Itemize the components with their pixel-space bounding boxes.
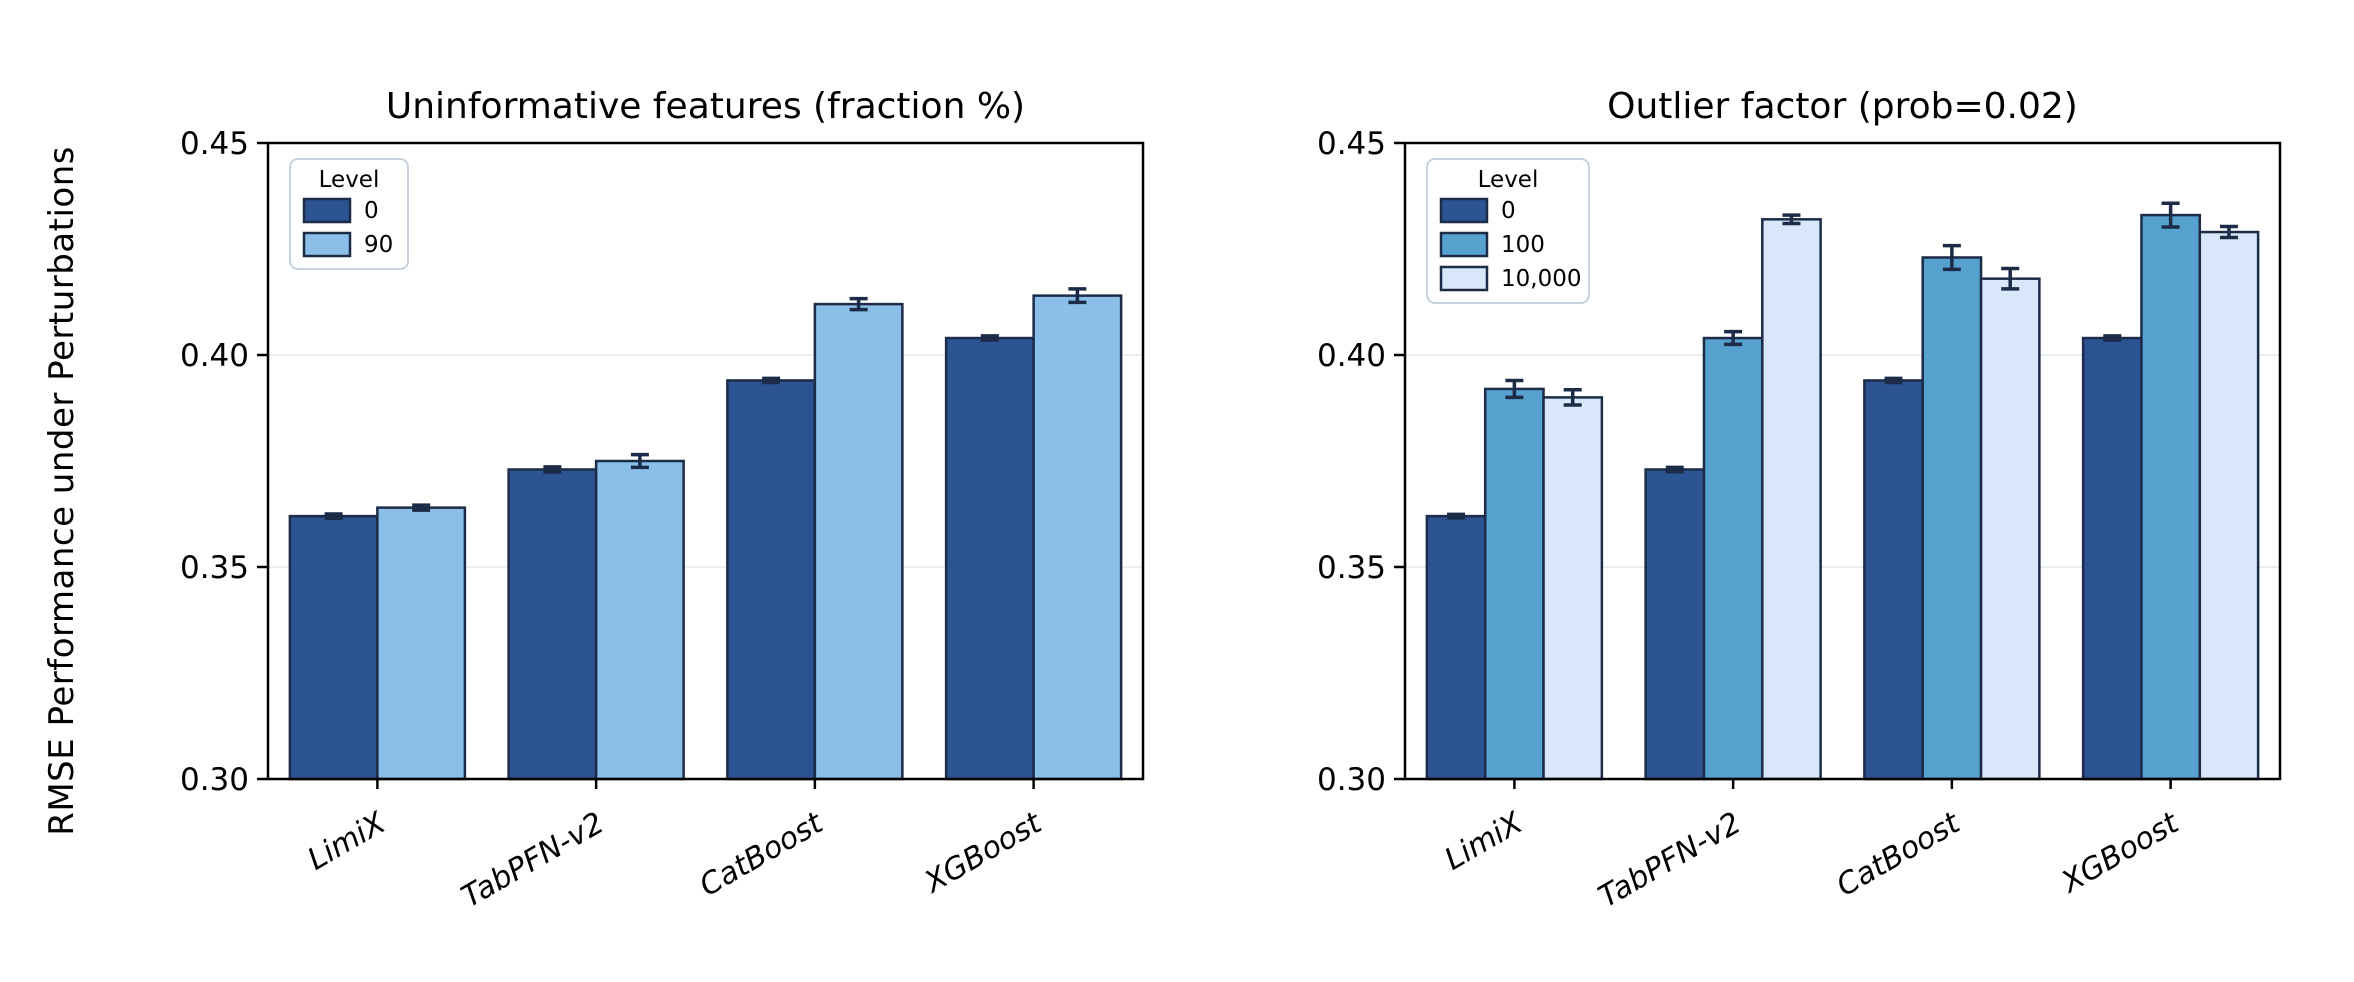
legend-swatch-level-0 [302,197,352,224]
bar-LimiX-level-90 [376,506,467,781]
y-tick-label: 0.40 [1317,338,1386,374]
x-tick-label-XGBoost: XGBoost [917,805,1049,901]
legend-label-level-10,000: 10,000 [1501,266,1581,292]
x-tick-label-TabPFN-v2: TabPFN-v2 [1593,806,1747,915]
bar-TabPFN-v2-level-0 [507,468,598,781]
bar-CatBoost-level-0 [726,379,817,781]
y-tick-label: 0.35 [180,550,249,586]
x-tick-label-TabPFN-v2: TabPFN-v2 [456,806,610,915]
bar-CatBoost-level-90 [813,302,904,781]
legend-label-level-100: 100 [1501,232,1545,258]
axes-box [266,141,1145,781]
y-axis-label-wrap: RMSE Performance under Perturbations [18,0,106,982]
legend-swatch-level-10,000 [1439,265,1489,292]
bar-XGBoost-level-0 [944,336,1035,781]
bar-TabPFN-v2-level-0 [1644,468,1706,781]
axes-box [1403,141,2282,781]
right-chart-outlier-factor: 0.30 0.35 0.40 0.45 LimiX TabPFN-v2 CatBoost XG… [1317,86,2282,915]
x-tick-label-CatBoost: CatBoost [1831,805,1967,904]
y-tick-label: 0.40 [180,338,249,374]
bar-TabPFN-v2-level-10,000 [1761,218,1822,781]
x-tick-label-LimiX: LimiX [302,805,393,878]
bar-CatBoost-level-100 [1921,256,1983,781]
bar-XGBoost-level-0 [2081,336,2143,781]
bar-LimiX-level-10,000 [1542,396,1604,781]
bar-LimiX-level-100 [1483,387,1545,781]
y-tick-label: 0.35 [1317,550,1386,586]
chart-title: Uninformative features (fraction %) [386,86,1025,127]
y-tick-label: 0.30 [1317,762,1386,798]
y-tick-label: 0.45 [1317,126,1386,162]
y-tick-label: 0.45 [180,126,249,162]
x-tick-label-CatBoost: CatBoost [694,805,830,904]
legend-title: Level [1478,167,1539,193]
x-tick-label-XGBoost: XGBoost [2054,805,2186,901]
bar-CatBoost-level-0 [1863,379,1924,781]
bar-XGBoost-level-90 [1032,294,1123,781]
bar-TabPFN-v2-level-100 [1702,336,1764,781]
legend-swatch-level-90 [302,231,352,258]
left-chart-uninformative-features: 0.30 0.35 0.40 0.45 LimiX TabPFN-v2 CatBoost XG… [180,86,1145,915]
legend-label-level-0: 0 [364,198,379,224]
x-tick-label-LimiX: LimiX [1439,805,1530,878]
bar-CatBoost-level-10,000 [1979,277,2041,781]
legend-swatch-level-100 [1439,231,1489,258]
bar-LimiX-level-0 [1425,514,1487,781]
bar-LimiX-level-0 [288,514,379,781]
legend-swatch-level-0 [1439,197,1489,224]
y-axis-label: RMSE Performance under Perturbations [42,146,82,836]
legend-title: Level [319,167,380,193]
chart-title: Outlier factor (prob=0.02) [1607,86,2078,127]
bar-XGBoost-level-100 [2140,213,2202,781]
bar-XGBoost-level-10,000 [2198,230,2260,781]
bar-TabPFN-v2-level-90 [594,459,685,781]
legend-label-level-0: 0 [1501,198,1516,224]
y-tick-label: 0.30 [180,762,249,798]
legend-label-level-90: 90 [364,232,393,258]
